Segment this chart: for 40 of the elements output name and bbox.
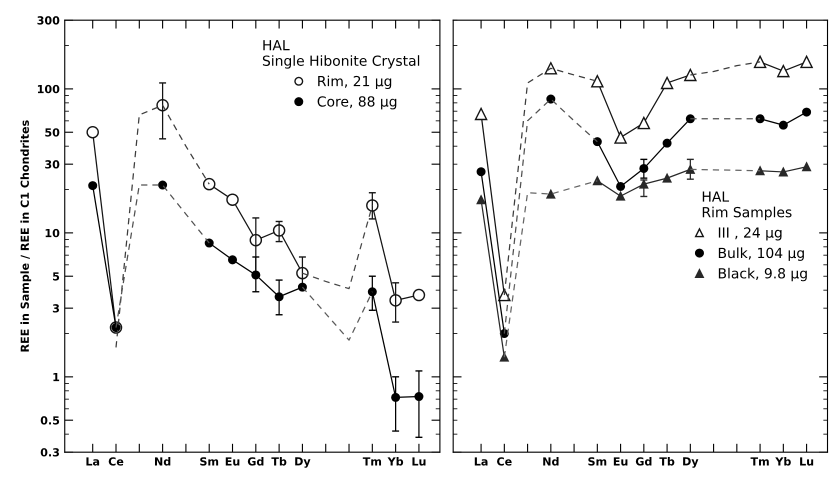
x-tick-label: Eu (614, 457, 628, 466)
x-tick-label: Tm (362, 457, 382, 466)
x-tick-label: Nd (155, 457, 170, 466)
legend-title: HAL Single Hibonite Crystal (262, 40, 420, 69)
y-tick-label: 30 (45, 160, 60, 169)
x-tick-label: Tb (271, 457, 286, 466)
x-tick-label: Lu (800, 457, 814, 466)
x-tick-label: Tm (750, 457, 769, 466)
legend-label: III , 24 µg (718, 227, 782, 240)
y-tick-label: 3 (52, 304, 59, 313)
x-tick-label: Tb (659, 457, 674, 466)
y-axis-title: REE in Sample / REE in C1 Chondrites (20, 120, 32, 352)
x-tick-label: Gd (636, 457, 652, 466)
y-tick-label: 5 (53, 272, 60, 281)
x-tick-label: Sm (200, 457, 218, 466)
x-tick-label: Nd (543, 457, 559, 466)
x-tick-label: Eu (226, 457, 240, 466)
x-tick-label: La (474, 457, 488, 466)
y-tick-label: 0.5 (40, 416, 60, 425)
x-tick-label: Yb (775, 457, 791, 466)
legend-label: Rim, 21 µg (318, 76, 392, 90)
x-tick-label: Gd (248, 457, 264, 466)
x-tick-label: La (86, 457, 100, 466)
y-tick-label: 1 (53, 372, 60, 382)
y-tick-label: 10 (46, 228, 60, 238)
x-tick-label: Ce (108, 457, 124, 466)
legend-label: Core, 88 µg (318, 96, 396, 110)
x-tick-label: Ce (497, 457, 512, 466)
legend-label: Bulk, 104 µg (718, 247, 804, 261)
legend-label: Black, 9.8 µg (718, 268, 807, 282)
x-tick-label: Sm (588, 457, 606, 466)
y-tick-label: 50 (45, 128, 60, 137)
y-tick-label: 0.3 (40, 448, 59, 457)
legend-title: HAL Rim Samples (702, 192, 792, 220)
y-tick-label: 300 (37, 16, 60, 25)
x-tick-label: Dy (295, 457, 310, 468)
x-tick-label: Dy (683, 457, 698, 468)
y-tick-label: 100 (38, 84, 60, 94)
x-tick-label: Yb (388, 457, 404, 466)
x-tick-label: Lu (412, 457, 426, 466)
